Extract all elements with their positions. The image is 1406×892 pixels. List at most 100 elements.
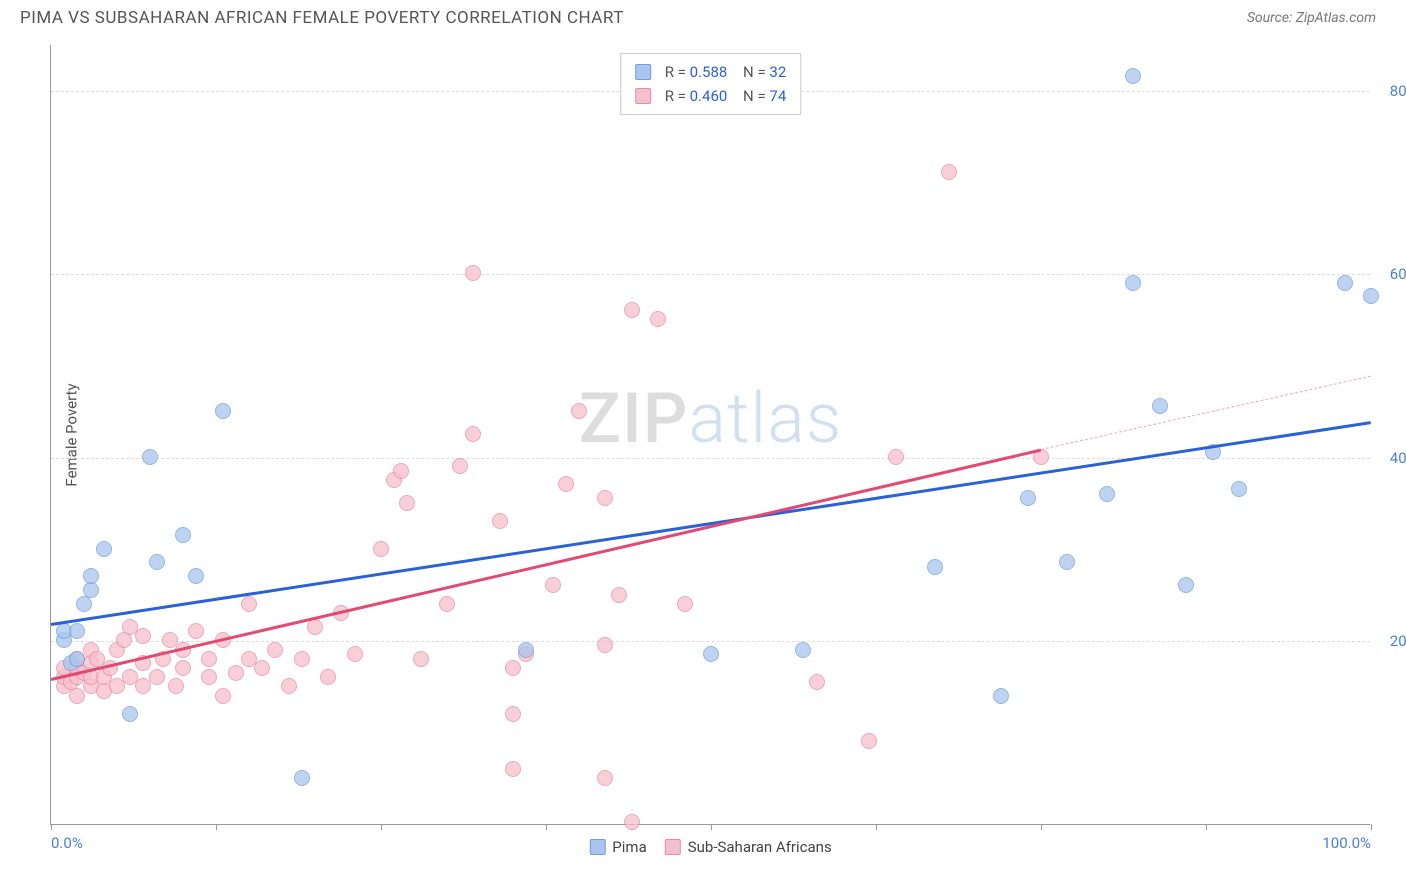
y-tick-label: 20.0% bbox=[1375, 632, 1406, 650]
scatter-point-ssa bbox=[597, 770, 613, 786]
trend-line bbox=[51, 421, 1371, 625]
scatter-point-pima bbox=[1020, 490, 1036, 506]
scatter-point-ssa bbox=[413, 651, 429, 667]
scatter-point-pima bbox=[795, 642, 811, 658]
scatter-point-ssa bbox=[624, 814, 640, 830]
scatter-point-ssa bbox=[465, 426, 481, 442]
scatter-point-pima bbox=[215, 403, 231, 419]
y-tick-label: 60.0% bbox=[1375, 265, 1406, 283]
scatter-point-ssa bbox=[505, 660, 521, 676]
legend-item-pima: Pima bbox=[589, 838, 646, 856]
scatter-point-pima bbox=[1125, 68, 1141, 84]
scatter-point-ssa bbox=[228, 665, 244, 681]
scatter-point-pima bbox=[1152, 398, 1168, 414]
scatter-point-ssa bbox=[571, 403, 587, 419]
scatter-point-ssa bbox=[888, 449, 904, 465]
scatter-point-ssa bbox=[941, 164, 957, 180]
y-tick-label: 40.0% bbox=[1375, 449, 1406, 467]
scatter-point-pima bbox=[1231, 481, 1247, 497]
scatter-point-ssa bbox=[254, 660, 270, 676]
plot-area: ZIPatlas R = 0.588 N = 32 R = 0.460 N = … bbox=[50, 45, 1370, 825]
scatter-point-pima bbox=[1363, 288, 1379, 304]
scatter-point-ssa bbox=[558, 476, 574, 492]
gridline-h bbox=[51, 641, 1370, 642]
x-tick-label: 0.0% bbox=[51, 834, 83, 852]
x-tick bbox=[1371, 824, 1372, 830]
x-tick bbox=[876, 824, 877, 830]
scatter-point-pima bbox=[1337, 275, 1353, 291]
legend-stats-row-ssa: R = 0.460 N = 74 bbox=[635, 84, 787, 108]
scatter-point-ssa bbox=[294, 651, 310, 667]
legend-stats: R = 0.588 N = 32 R = 0.460 N = 74 bbox=[620, 53, 802, 115]
legend-stats-row-pima: R = 0.588 N = 32 bbox=[635, 60, 787, 84]
scatter-point-pima bbox=[175, 527, 191, 543]
scatter-point-ssa bbox=[809, 674, 825, 690]
scatter-point-ssa bbox=[505, 761, 521, 777]
x-tick bbox=[381, 824, 382, 830]
scatter-point-ssa bbox=[597, 637, 613, 653]
scatter-point-pima bbox=[122, 706, 138, 722]
scatter-point-pima bbox=[96, 541, 112, 557]
scatter-point-ssa bbox=[347, 646, 363, 662]
scatter-point-ssa bbox=[168, 678, 184, 694]
chart-container: Female Poverty ZIPatlas R = 0.588 N = 32… bbox=[50, 45, 1390, 825]
scatter-point-ssa bbox=[201, 651, 217, 667]
scatter-point-pima bbox=[69, 623, 85, 639]
legend-swatch-pima bbox=[635, 64, 651, 80]
scatter-point-pima bbox=[518, 642, 534, 658]
scatter-point-ssa bbox=[116, 632, 132, 648]
scatter-point-pima bbox=[69, 651, 85, 667]
scatter-point-ssa bbox=[492, 513, 508, 529]
x-tick bbox=[216, 824, 217, 830]
watermark-zip: ZIP bbox=[579, 378, 689, 460]
scatter-point-pima bbox=[188, 568, 204, 584]
scatter-point-ssa bbox=[201, 669, 217, 685]
legend-series: Pima Sub-Saharan Africans bbox=[589, 838, 831, 856]
trend-line bbox=[51, 449, 1042, 681]
scatter-point-pima bbox=[703, 646, 719, 662]
scatter-point-ssa bbox=[188, 623, 204, 639]
scatter-point-ssa bbox=[175, 660, 191, 676]
y-tick-label: 80.0% bbox=[1375, 82, 1406, 100]
scatter-point-ssa bbox=[149, 669, 165, 685]
legend-swatch-pima-bottom bbox=[589, 839, 605, 855]
chart-header: PIMA VS SUBSAHARAN AFRICAN FEMALE POVERT… bbox=[0, 0, 1406, 36]
scatter-point-ssa bbox=[597, 490, 613, 506]
legend-item-ssa: Sub-Saharan Africans bbox=[665, 838, 832, 856]
scatter-point-ssa bbox=[650, 311, 666, 327]
scatter-point-ssa bbox=[399, 495, 415, 511]
scatter-point-ssa bbox=[281, 678, 297, 694]
scatter-point-ssa bbox=[241, 596, 257, 612]
scatter-point-pima bbox=[993, 688, 1009, 704]
x-tick bbox=[711, 824, 712, 830]
legend-label-ssa: Sub-Saharan Africans bbox=[688, 838, 832, 856]
x-tick-label: 100.0% bbox=[1322, 834, 1371, 852]
x-tick bbox=[1041, 824, 1042, 830]
scatter-point-ssa bbox=[861, 733, 877, 749]
scatter-point-ssa bbox=[135, 628, 151, 644]
trend-line-dash bbox=[1041, 375, 1371, 449]
legend-label-pima: Pima bbox=[612, 838, 646, 856]
scatter-point-ssa bbox=[393, 463, 409, 479]
scatter-point-ssa bbox=[267, 642, 283, 658]
gridline-h bbox=[51, 458, 1370, 459]
gridline-h bbox=[51, 274, 1370, 275]
scatter-point-ssa bbox=[373, 541, 389, 557]
scatter-point-ssa bbox=[320, 669, 336, 685]
scatter-point-pima bbox=[149, 554, 165, 570]
x-tick bbox=[51, 824, 52, 830]
legend-swatch-ssa-bottom bbox=[665, 839, 681, 855]
legend-swatch-ssa bbox=[635, 88, 651, 104]
scatter-point-pima bbox=[76, 596, 92, 612]
x-tick bbox=[1206, 824, 1207, 830]
scatter-point-pima bbox=[83, 582, 99, 598]
scatter-point-ssa bbox=[307, 619, 323, 635]
scatter-point-pima bbox=[294, 770, 310, 786]
chart-title: PIMA VS SUBSAHARAN AFRICAN FEMALE POVERT… bbox=[20, 8, 624, 28]
scatter-point-pima bbox=[1125, 275, 1141, 291]
scatter-point-ssa bbox=[677, 596, 693, 612]
scatter-point-pima bbox=[142, 449, 158, 465]
scatter-point-pima bbox=[1059, 554, 1075, 570]
watermark: ZIPatlas bbox=[579, 378, 843, 460]
scatter-point-ssa bbox=[215, 688, 231, 704]
